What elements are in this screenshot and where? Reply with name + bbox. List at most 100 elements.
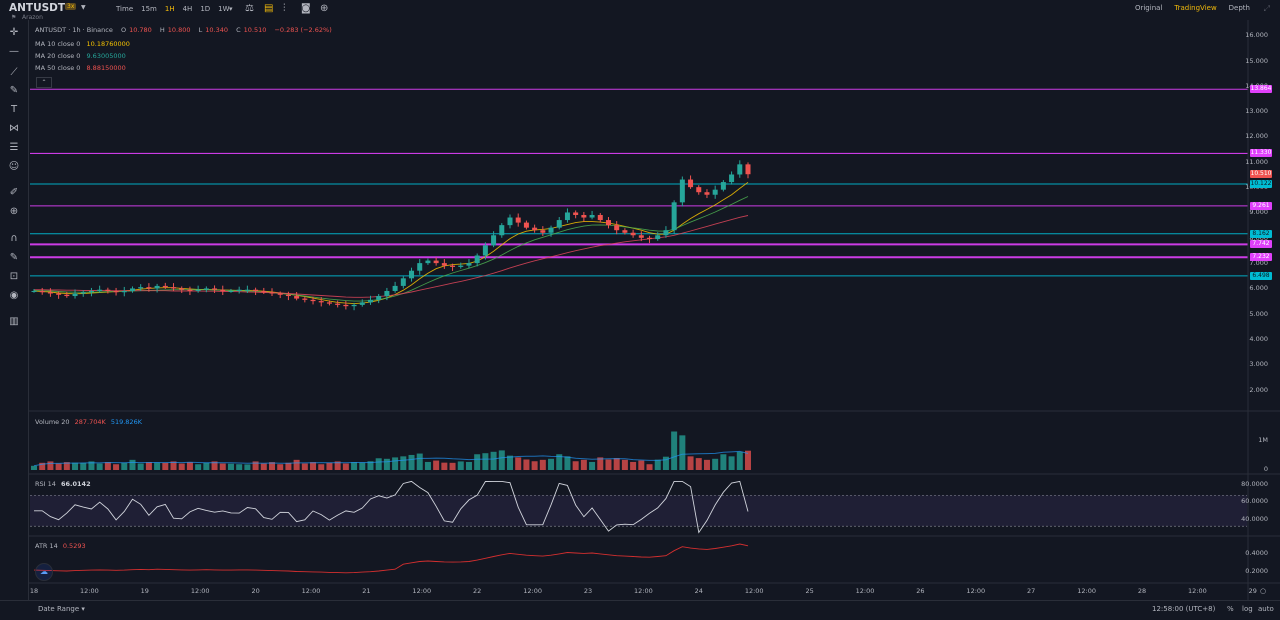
price-axis-label: 6.000	[1249, 284, 1268, 293]
time-axis-label: 20	[251, 587, 260, 595]
volume-bar	[31, 465, 37, 470]
settings-icon[interactable]: ○	[1260, 587, 1267, 595]
ruler-icon[interactable]: ✐	[9, 187, 19, 198]
candle-body	[359, 302, 365, 305]
ma50-value: 8.88150000	[86, 64, 126, 72]
bookmark-icon[interactable]: ▤	[264, 3, 274, 14]
time-axis-label: 12:00	[523, 587, 542, 595]
candle-body	[146, 287, 152, 289]
horizontal-line-icon[interactable]: —	[9, 46, 19, 57]
symbol-name[interactable]: ANTUSDT	[9, 2, 66, 14]
candle-body	[138, 287, 144, 289]
ma20-legend[interactable]: MA 20 close 0 9.63005000	[35, 52, 126, 60]
ma50-legend[interactable]: MA 50 close 0 8.88150000	[35, 64, 126, 72]
candle-body	[253, 289, 259, 291]
volume-bar	[736, 451, 743, 470]
volume-bar	[375, 458, 382, 470]
volume-bar	[539, 459, 546, 470]
timezone-clock[interactable]: 12:58:00 (UTC+8)	[1152, 605, 1216, 613]
rsi-line	[34, 480, 749, 534]
tradingview-logo-icon[interactable]: ☁	[35, 563, 53, 581]
time-axis-label: 12:00	[1188, 587, 1207, 595]
volume-bar	[326, 462, 333, 470]
candle-body	[376, 296, 382, 300]
interval-1d[interactable]: 1D	[200, 5, 211, 13]
candle-body	[47, 292, 53, 294]
camera-icon[interactable]: ◙	[301, 3, 311, 14]
tab-original[interactable]: Original	[1134, 4, 1163, 12]
candle-body	[384, 290, 390, 297]
interval-1h[interactable]: 1H	[164, 5, 175, 13]
candle-body	[121, 290, 127, 293]
candle-body	[203, 288, 209, 290]
tab-tradingview[interactable]: TradingView	[1174, 4, 1217, 12]
candle-body	[335, 303, 341, 305]
volume-bar	[80, 462, 87, 470]
ma50-line	[34, 215, 749, 298]
volume-bar	[490, 451, 497, 470]
candle-body	[162, 285, 168, 288]
trash-icon[interactable]: ▥	[9, 316, 19, 327]
volume-bar	[170, 461, 177, 470]
add-icon[interactable]: ⊕	[320, 3, 329, 14]
volume-bar	[523, 459, 530, 470]
candle-body	[696, 187, 702, 193]
candle-body	[171, 287, 177, 289]
volume-bar	[589, 461, 596, 470]
pattern-icon[interactable]: ⋈	[9, 123, 19, 134]
volume-bar	[638, 460, 645, 470]
time-axis-label: 26	[916, 587, 925, 595]
volume-bar	[113, 464, 120, 470]
emoji-icon[interactable]: ☺	[8, 161, 20, 172]
zoom-icon[interactable]: ⊕	[9, 206, 19, 217]
trendline-icon[interactable]: ⟋	[10, 67, 18, 78]
candle-body	[737, 164, 743, 175]
interval-4h[interactable]: 4H	[182, 5, 193, 13]
volume-bar	[515, 457, 522, 470]
volume-bar	[424, 461, 431, 470]
text-icon[interactable]: T	[10, 104, 18, 115]
indicators-icon[interactable]: ⚖	[245, 3, 254, 14]
log-scale-button[interactable]: log	[1242, 605, 1253, 613]
price-axis-label: 15.000	[1245, 56, 1268, 65]
chevron-down-icon[interactable]: ▼	[81, 4, 86, 11]
candle-body	[326, 302, 332, 304]
chart-type-icon[interactable]: ⫶	[283, 3, 286, 14]
candle-body	[638, 235, 644, 238]
volume-legend[interactable]: Volume 20 287.704K 519.826K	[35, 418, 142, 426]
eye-icon[interactable]: ◉	[9, 290, 19, 301]
atr-legend[interactable]: ATR 14 0.5293	[35, 542, 86, 550]
candle-body	[491, 235, 497, 246]
atr-axis-04: 0.4000	[1245, 549, 1268, 557]
magnet-icon[interactable]: ∩	[10, 233, 18, 244]
price-chart[interactable]	[0, 0, 1280, 600]
leverage-badge: 3x	[65, 3, 77, 10]
date-range-button[interactable]: Date Range ▾	[38, 605, 85, 613]
rsi-legend[interactable]: RSI 14 66.0142	[35, 480, 91, 488]
percent-scale-button[interactable]: %	[1227, 605, 1234, 613]
auto-scale-button[interactable]: auto	[1258, 605, 1274, 613]
volume-bar	[531, 461, 538, 470]
interval-time[interactable]: Time	[116, 5, 134, 13]
fib-icon[interactable]: ☰	[9, 142, 19, 153]
volume-bar	[662, 456, 669, 470]
brush-icon[interactable]: ✎	[9, 85, 19, 96]
lock-icon[interactable]: ⊡	[9, 271, 19, 282]
candle-body	[523, 222, 529, 228]
collapse-legend-button[interactable]: ⌃	[36, 77, 52, 88]
interval-1w[interactable]: 1W	[218, 5, 230, 13]
time-axis-label: 12:00	[412, 587, 432, 595]
tab-depth[interactable]: Depth	[1228, 4, 1250, 12]
lock-drawing-icon[interactable]: ✎	[9, 252, 19, 263]
candle-body	[458, 265, 464, 267]
more-intervals-icon[interactable]: ▾	[229, 5, 233, 13]
candle-body	[507, 217, 513, 226]
time-axis-label: 12:00	[966, 587, 986, 595]
candle-body	[655, 235, 661, 240]
interval-15m[interactable]: 15m	[141, 5, 157, 13]
volume-bar	[457, 461, 464, 470]
crosshair-icon[interactable]: ✛	[9, 27, 19, 38]
fullscreen-icon[interactable]: ⤢	[1263, 4, 1270, 13]
ma10-legend[interactable]: MA 10 close 0 10.18760000	[35, 40, 130, 48]
candle-body	[367, 299, 373, 303]
